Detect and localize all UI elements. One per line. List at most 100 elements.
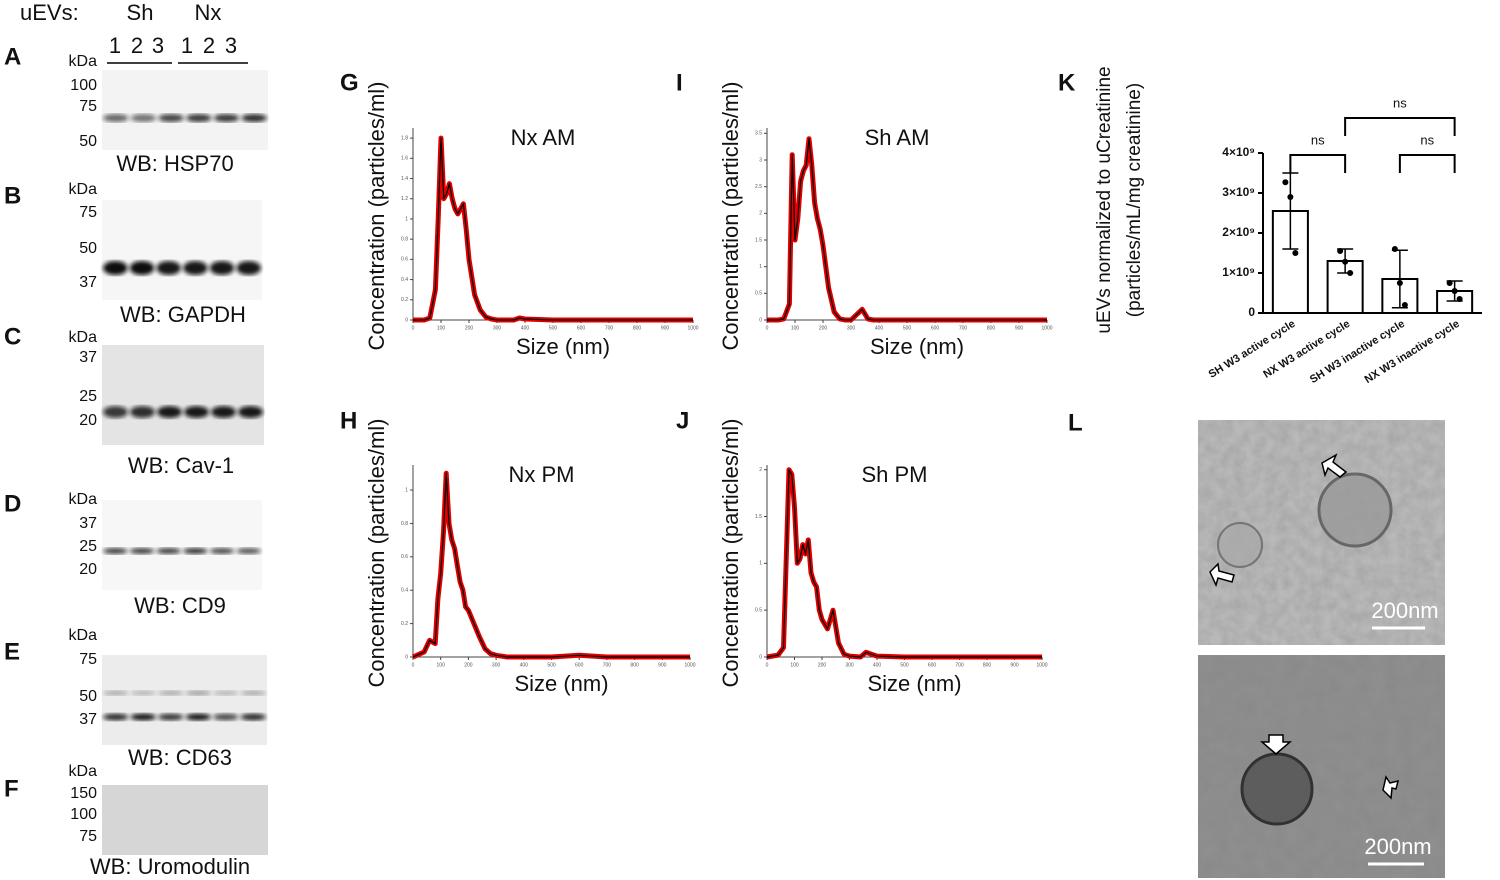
x-tick-label: 900 bbox=[661, 325, 670, 331]
x-tick-label: 700 bbox=[605, 325, 614, 331]
blot-band bbox=[103, 713, 129, 721]
x-tick-label: 1000 bbox=[687, 325, 698, 331]
x-tick-label: 0 bbox=[412, 325, 415, 331]
significance-bracket bbox=[1344, 117, 1456, 136]
wb-label: WB: CD9 bbox=[134, 593, 226, 618]
data-point bbox=[1342, 258, 1349, 265]
x-tick-label: 500 bbox=[549, 325, 558, 331]
x-tick-label: SH W3 active cycle bbox=[1207, 318, 1298, 381]
blot-band bbox=[213, 690, 239, 696]
data-point bbox=[1347, 270, 1354, 276]
blot-band bbox=[103, 548, 128, 554]
blot-band bbox=[185, 713, 211, 721]
y-tick-label: 2 bbox=[759, 211, 762, 217]
x-tick-label: 800 bbox=[987, 325, 996, 331]
panel-letter: K bbox=[1058, 69, 1076, 96]
blot-band bbox=[183, 548, 208, 554]
marker-label: 25 bbox=[79, 538, 97, 555]
lane-label: 2 bbox=[131, 33, 143, 58]
x-tick-label: 1000 bbox=[1041, 325, 1052, 331]
data-point bbox=[1456, 296, 1463, 302]
x-axis-label: Size (nm) bbox=[867, 671, 961, 696]
blot-band bbox=[158, 690, 184, 696]
y-axis-label: Concentration (particles/ml) bbox=[718, 82, 743, 351]
y-tick-label: 0 bbox=[405, 654, 408, 660]
x-axis-label: Size (nm) bbox=[516, 334, 610, 359]
marker-label: 20 bbox=[79, 561, 97, 578]
blot-band bbox=[129, 548, 155, 554]
kda-label: kDa bbox=[69, 181, 98, 198]
x-tick-label: 300 bbox=[847, 325, 856, 331]
x-tick-label: 700 bbox=[603, 662, 612, 668]
panel-letter: C bbox=[4, 323, 21, 350]
panel-letter: B bbox=[4, 182, 21, 209]
y-axis-label: (particles/mL/mg creatinine) bbox=[1124, 83, 1145, 317]
y-axis-label: Concentration (particles/ml) bbox=[718, 419, 743, 688]
blot-band bbox=[103, 261, 128, 275]
x-tick-label: 100 bbox=[437, 662, 446, 668]
marker-label: 50 bbox=[79, 133, 97, 150]
blot-band bbox=[236, 261, 261, 275]
blot-image bbox=[102, 70, 268, 150]
y-tick-label: 3.5 bbox=[755, 131, 762, 137]
x-tick-label: NX W3 inactive cycle bbox=[1363, 318, 1462, 386]
marker-label: 25 bbox=[79, 388, 97, 405]
x-tick-label: 400 bbox=[521, 325, 530, 331]
blot-band bbox=[209, 548, 235, 554]
x-tick-label: 300 bbox=[493, 325, 502, 331]
y-tick-label: 0.4 bbox=[401, 588, 408, 594]
x-tick-label: 1000 bbox=[1036, 662, 1047, 668]
panel-letter: F bbox=[4, 775, 19, 802]
panel-letter: H bbox=[340, 407, 357, 434]
blot-band bbox=[129, 261, 155, 275]
significance-bracket bbox=[1398, 154, 1456, 173]
lane-label: 2 bbox=[203, 33, 215, 58]
blot-band bbox=[186, 114, 212, 122]
x-tick-label: 300 bbox=[492, 662, 501, 668]
y-tick-label: 0.6 bbox=[401, 554, 408, 560]
x-tick-label: 400 bbox=[875, 325, 884, 331]
x-tick-label: 400 bbox=[520, 662, 529, 668]
y-tick-label: 4×10⁹ bbox=[1222, 145, 1255, 159]
x-tick-label: 700 bbox=[959, 325, 968, 331]
data-point bbox=[1337, 248, 1344, 254]
x-tick-label: 300 bbox=[845, 662, 854, 668]
y-axis-label: Concentration (particles/ml) bbox=[364, 419, 389, 688]
x-tick-label: 800 bbox=[630, 662, 639, 668]
blot-band bbox=[130, 114, 157, 122]
y-tick-label: 0 bbox=[759, 317, 762, 323]
data-point bbox=[1396, 280, 1403, 286]
blot-band bbox=[103, 690, 129, 696]
x-tick-label: 0 bbox=[766, 325, 769, 331]
y-tick-label: 0.6 bbox=[401, 257, 408, 263]
x-tick-label: 600 bbox=[575, 662, 584, 668]
x-tick-label: 500 bbox=[900, 662, 909, 668]
x-tick-label: 900 bbox=[658, 662, 667, 668]
marker-label: 37 bbox=[79, 349, 97, 366]
size-distribution-band bbox=[413, 135, 693, 323]
significance-bracket bbox=[1289, 154, 1347, 173]
y-tick-label: 0.4 bbox=[401, 277, 408, 283]
x-axis-label: Size (nm) bbox=[870, 334, 964, 359]
western-blot bbox=[102, 70, 268, 150]
blot-band bbox=[103, 406, 128, 418]
y-tick-label: 0.2 bbox=[401, 297, 408, 303]
blot-image bbox=[102, 500, 262, 590]
x-tick-label: 700 bbox=[955, 662, 964, 668]
blot-band bbox=[130, 690, 156, 696]
chart-title: Nx AM bbox=[511, 125, 576, 150]
y-tick-label: 0.5 bbox=[755, 291, 762, 297]
blot-band bbox=[213, 713, 239, 721]
size-distribution-band bbox=[767, 136, 1047, 323]
x-tick-label: 0 bbox=[766, 662, 769, 668]
y-tick-label: 1.6 bbox=[401, 156, 408, 162]
marker-label: 100 bbox=[70, 806, 97, 823]
y-tick-label: 0 bbox=[759, 654, 762, 660]
y-tick-label: 2×10⁹ bbox=[1222, 225, 1255, 239]
blot-band bbox=[238, 406, 263, 418]
data-point bbox=[1451, 288, 1458, 294]
y-tick-label: 0.8 bbox=[401, 236, 408, 242]
y-tick-label: 3×10⁹ bbox=[1222, 185, 1255, 199]
data-point bbox=[1446, 280, 1453, 286]
kda-label: kDa bbox=[69, 329, 98, 346]
